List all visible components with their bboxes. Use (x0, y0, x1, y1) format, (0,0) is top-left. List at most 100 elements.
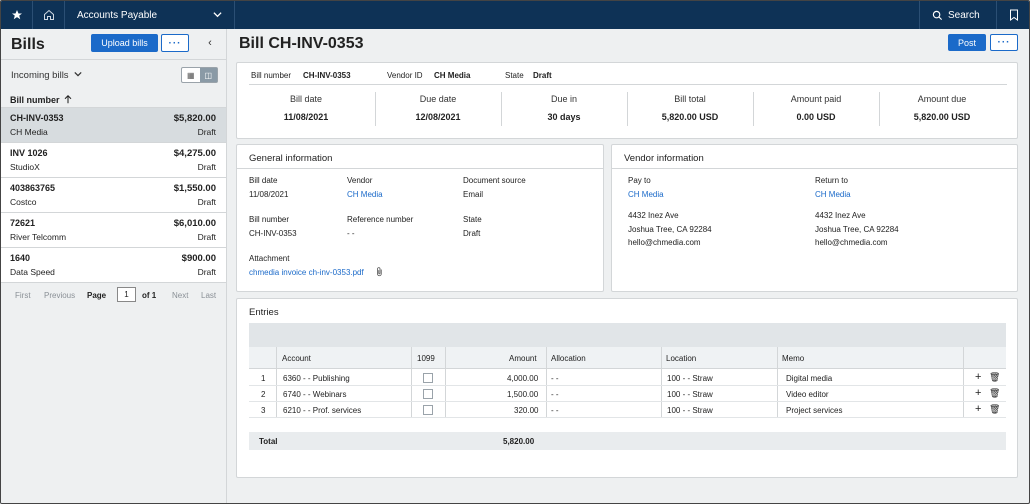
module-label: Accounts Payable (77, 9, 158, 21)
page-title: Bill CH-INV-0353 (239, 35, 364, 52)
bill-vendor: Data Speed (10, 267, 55, 277)
allocation-cell[interactable]: - - (551, 374, 559, 383)
column-header-allocation[interactable]: Allocation (551, 354, 586, 363)
favorites-button[interactable] (1, 1, 33, 29)
bill-number: CH-INV-0353 (10, 113, 64, 123)
account-cell[interactable]: 6360 - - Publishing (283, 374, 350, 383)
add-row-icon[interactable]: + (975, 387, 982, 399)
first-page-link[interactable]: First (15, 291, 31, 300)
bill-number-value: CH-INV-0353 (303, 71, 351, 80)
page-number-input[interactable]: 1 (117, 287, 136, 302)
1099-checkbox[interactable] (423, 389, 433, 399)
bookmark-button[interactable] (997, 1, 1029, 29)
list-item[interactable]: 72621 $6,010.00 River Telcomm Draft (1, 213, 226, 248)
state-value: Draft (533, 71, 552, 80)
summary-due-in: Due in 30 days (501, 94, 627, 122)
return-to-link[interactable]: CH Media (815, 190, 851, 199)
state-label: State (505, 71, 524, 80)
add-row-icon[interactable]: + (975, 403, 982, 415)
list-item[interactable]: 403863765 $1,550.00 Costco Draft (1, 178, 226, 213)
column-header-1099[interactable]: 1099 (417, 354, 435, 363)
allocation-cell[interactable]: - - (551, 406, 559, 415)
pay-to-address-line2: Joshua Tree, CA 92284 (628, 225, 712, 234)
module-selector[interactable]: Accounts Payable (65, 1, 235, 29)
row-number: 1 (261, 374, 266, 383)
return-to-address-line1: 4432 Inez Ave (815, 211, 866, 220)
trash-icon[interactable]: 🗑 (989, 404, 1001, 414)
view-toggle[interactable]: ▦ ◫ (181, 67, 218, 83)
card-title: General information (249, 153, 333, 164)
upload-bills-button[interactable]: Upload bills (91, 34, 158, 52)
card-title: Entries (249, 307, 279, 318)
bill-vendor: Costco (10, 197, 37, 207)
table-header: Account 1099 Amount Allocation Location … (249, 347, 1006, 369)
arrow-up-icon (64, 95, 71, 104)
last-page-link[interactable]: Last (201, 291, 217, 300)
memo-cell[interactable]: Project services (786, 406, 843, 415)
previous-page-link[interactable]: Previous (44, 291, 76, 300)
divider (661, 347, 662, 418)
allocation-cell[interactable]: - - (551, 390, 559, 399)
bill-summary-card: Bill number CH-INV-0353 Vendor ID CH Med… (236, 62, 1018, 139)
table-row[interactable]: 3 6210 - - Prof. services 320.00 - - 100… (249, 402, 1006, 418)
vendor-label: Vendor (347, 176, 373, 185)
collapse-panel-icon[interactable]: ‹ (208, 37, 212, 49)
split-view-icon[interactable]: ◫ (199, 68, 217, 82)
more-options-button[interactable]: ··· (161, 34, 189, 52)
row-number: 3 (261, 406, 266, 415)
divider (249, 84, 1007, 85)
star-icon (11, 10, 22, 20)
1099-checkbox[interactable] (423, 405, 433, 415)
trash-icon[interactable]: 🗑 (989, 388, 1001, 398)
amount-cell[interactable]: 320.00 (514, 406, 539, 415)
amount-cell[interactable]: 1,500.00 (507, 390, 539, 399)
search-button[interactable]: Search (919, 1, 997, 29)
amount-cell[interactable]: 4,000.00 (507, 374, 539, 383)
column-header-amount[interactable]: Amount (509, 354, 537, 363)
column-header-location[interactable]: Location (666, 354, 697, 363)
location-cell[interactable]: 100 - - Straw (667, 374, 713, 383)
column-header-account[interactable]: Account (282, 354, 311, 363)
row-number: 2 (261, 390, 266, 399)
divider (963, 347, 964, 418)
column-header-memo[interactable]: Memo (782, 354, 805, 363)
more-actions-button[interactable]: ··· (990, 34, 1018, 51)
total-amount: 5,820.00 (503, 437, 535, 446)
pay-to-link[interactable]: CH Media (628, 190, 664, 199)
list-item[interactable]: INV 1026 $4,275.00 StudioX Draft (1, 143, 226, 178)
bills-list-panel: Bills Upload bills ··· ‹ Incoming bills … (1, 29, 227, 503)
sort-bill-number[interactable]: Bill number (1, 92, 226, 108)
1099-checkbox[interactable] (423, 373, 433, 383)
pay-to-label: Pay to (628, 176, 651, 185)
next-page-link[interactable]: Next (172, 291, 189, 300)
bill-number: 72621 (10, 218, 36, 228)
post-button[interactable]: Post (948, 34, 986, 51)
summary-value: 5,820.00 USD (661, 112, 719, 122)
bill-amount: $900.00 (181, 253, 216, 264)
bill-amount: $1,550.00 (173, 183, 216, 194)
filter-dropdown[interactable]: Incoming bills (11, 70, 82, 81)
list-item[interactable]: 1640 $900.00 Data Speed Draft (1, 248, 226, 283)
account-cell[interactable]: 6210 - - Prof. services (283, 406, 362, 415)
bill-date-label: Bill date (249, 176, 278, 185)
home-button[interactable] (33, 1, 65, 29)
document-source-value: Email (463, 190, 484, 199)
divider (276, 347, 277, 418)
chevron-down-icon (74, 71, 82, 77)
location-cell[interactable]: 100 - - Straw (667, 390, 713, 399)
table-row[interactable]: 1 6360 - - Publishing 4,000.00 - - 100 -… (249, 370, 1006, 386)
table-row[interactable]: 2 6740 - - Webinars 1,500.00 - - 100 - -… (249, 386, 1006, 402)
table-view-icon[interactable]: ▦ (186, 70, 195, 80)
memo-cell[interactable]: Digital media (786, 374, 833, 383)
attachment-link[interactable]: chmedia invoice ch-inv-0353.pdf (249, 268, 364, 277)
memo-cell[interactable]: Video editor (786, 390, 829, 399)
divider (627, 92, 628, 126)
location-cell[interactable]: 100 - - Straw (667, 406, 713, 415)
vendor-link[interactable]: CH Media (347, 190, 383, 199)
list-item[interactable]: CH-INV-0353 $5,820.00 CH Media Draft (1, 108, 226, 143)
bill-status: Draft (197, 267, 216, 277)
add-row-icon[interactable]: + (975, 371, 982, 383)
account-cell[interactable]: 6740 - - Webinars (283, 390, 347, 399)
trash-icon[interactable]: 🗑 (989, 372, 1001, 382)
bill-vendor: StudioX (10, 162, 40, 172)
